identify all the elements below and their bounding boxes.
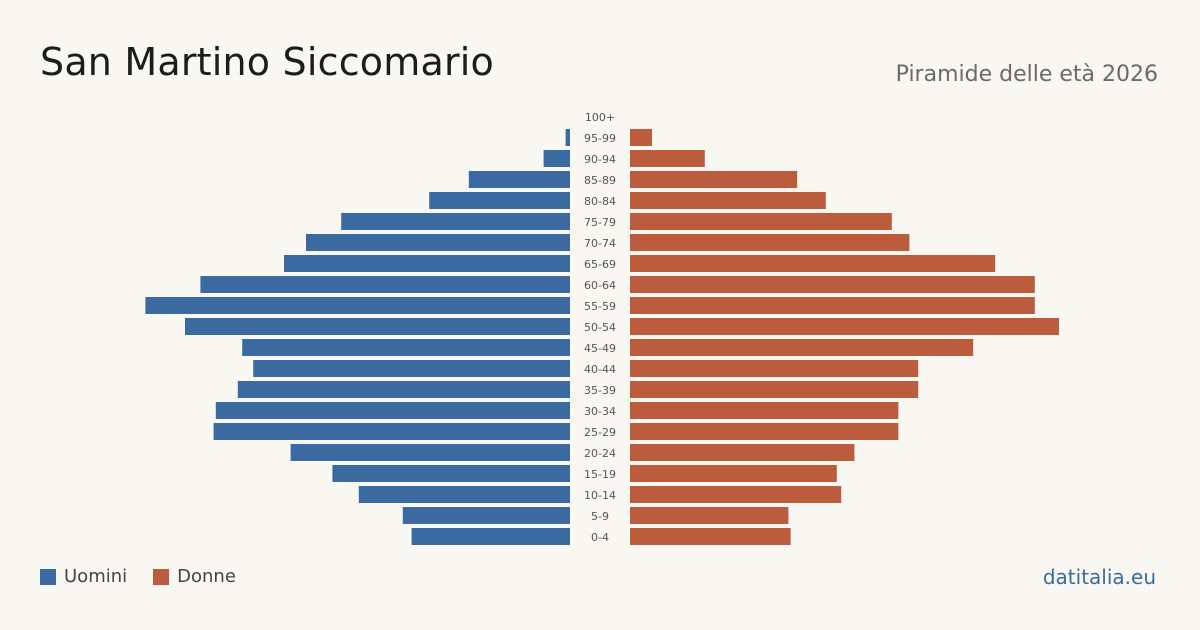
- age-label-100plus: 100+: [585, 111, 615, 124]
- age-label-30-34: 30-34: [584, 405, 616, 418]
- age-label-55-59: 55-59: [584, 300, 616, 313]
- bar-men-65-69: [284, 255, 570, 272]
- legend-item-men: Uomini: [40, 566, 127, 587]
- bar-women-15-19: [630, 465, 837, 482]
- age-label-45-49: 45-49: [584, 342, 616, 355]
- bar-men-5-9: [402, 507, 570, 524]
- legend-item-women: Donne: [153, 566, 236, 587]
- bar-men-85-89: [468, 171, 570, 188]
- legend-swatch-men: [40, 568, 56, 585]
- chart-subtitle: Piramide delle età 2026: [895, 62, 1158, 87]
- bar-men-50-54: [185, 318, 570, 335]
- bar-women-10-14: [630, 486, 842, 503]
- chart-title: San Martino Siccomario: [40, 40, 494, 84]
- bar-women-0-4: [630, 528, 791, 545]
- age-label-85-89: 85-89: [584, 174, 616, 187]
- age-label-50-54: 50-54: [584, 321, 616, 334]
- age-label-80-84: 80-84: [584, 195, 616, 208]
- bar-women-25-29: [630, 423, 899, 440]
- bar-women-35-39: [630, 381, 919, 398]
- age-label-90-94: 90-94: [584, 153, 616, 166]
- age-label-5-9: 5-9: [591, 510, 609, 523]
- bar-men-55-59: [145, 297, 570, 314]
- bar-women-70-74: [630, 234, 910, 251]
- bar-women-80-84: [630, 192, 826, 209]
- age-label-0-4: 0-4: [591, 531, 609, 544]
- legend-swatch-women: [153, 568, 170, 585]
- age-label-40-44: 40-44: [584, 363, 616, 376]
- bar-men-30-34: [215, 402, 571, 419]
- bar-women-50-54: [630, 318, 1059, 335]
- bar-men-95-99: [565, 129, 570, 146]
- bar-men-15-19: [332, 465, 570, 482]
- bar-women-30-34: [630, 402, 899, 419]
- age-label-15-19: 15-19: [584, 468, 616, 481]
- bar-women-60-64: [630, 276, 1035, 293]
- bar-women-75-79: [630, 213, 892, 230]
- age-label-10-14: 10-14: [584, 489, 616, 502]
- bar-women-20-24: [630, 444, 855, 461]
- bar-women-85-89: [630, 171, 798, 188]
- brand-link[interactable]: datitalia.eu: [1042, 565, 1156, 589]
- age-label-65-69: 65-69: [584, 258, 616, 271]
- bar-men-35-39: [237, 381, 571, 398]
- age-label-75-79: 75-79: [584, 216, 616, 229]
- bar-women-90-94: [630, 150, 705, 167]
- bar-men-10-14: [358, 486, 570, 503]
- bar-men-70-74: [306, 234, 570, 251]
- bar-women-65-69: [630, 255, 996, 272]
- legend-label-men: Uomini: [64, 566, 128, 587]
- bar-women-45-49: [630, 339, 974, 356]
- bar-men-60-64: [200, 276, 570, 293]
- bar-men-25-29: [213, 423, 570, 440]
- age-label-70-74: 70-74: [584, 237, 616, 250]
- legend-label-women: Donne: [177, 566, 236, 587]
- bar-men-75-79: [341, 213, 570, 230]
- bar-men-45-49: [242, 339, 570, 356]
- bar-men-40-44: [253, 360, 570, 377]
- bar-men-80-84: [429, 192, 570, 209]
- bar-women-95-99: [630, 129, 652, 146]
- bar-men-0-4: [411, 528, 570, 545]
- age-label-35-39: 35-39: [584, 384, 616, 397]
- bar-men-20-24: [290, 444, 570, 461]
- legend: Uomini Donne: [40, 566, 236, 587]
- age-label-20-24: 20-24: [584, 447, 616, 460]
- age-label-95-99: 95-99: [584, 132, 616, 145]
- bar-women-5-9: [630, 507, 789, 524]
- age-label-25-29: 25-29: [584, 426, 616, 439]
- bar-women-55-59: [630, 297, 1035, 314]
- bar-women-40-44: [630, 360, 919, 377]
- age-label-60-64: 60-64: [584, 279, 616, 292]
- bar-men-90-94: [543, 150, 570, 167]
